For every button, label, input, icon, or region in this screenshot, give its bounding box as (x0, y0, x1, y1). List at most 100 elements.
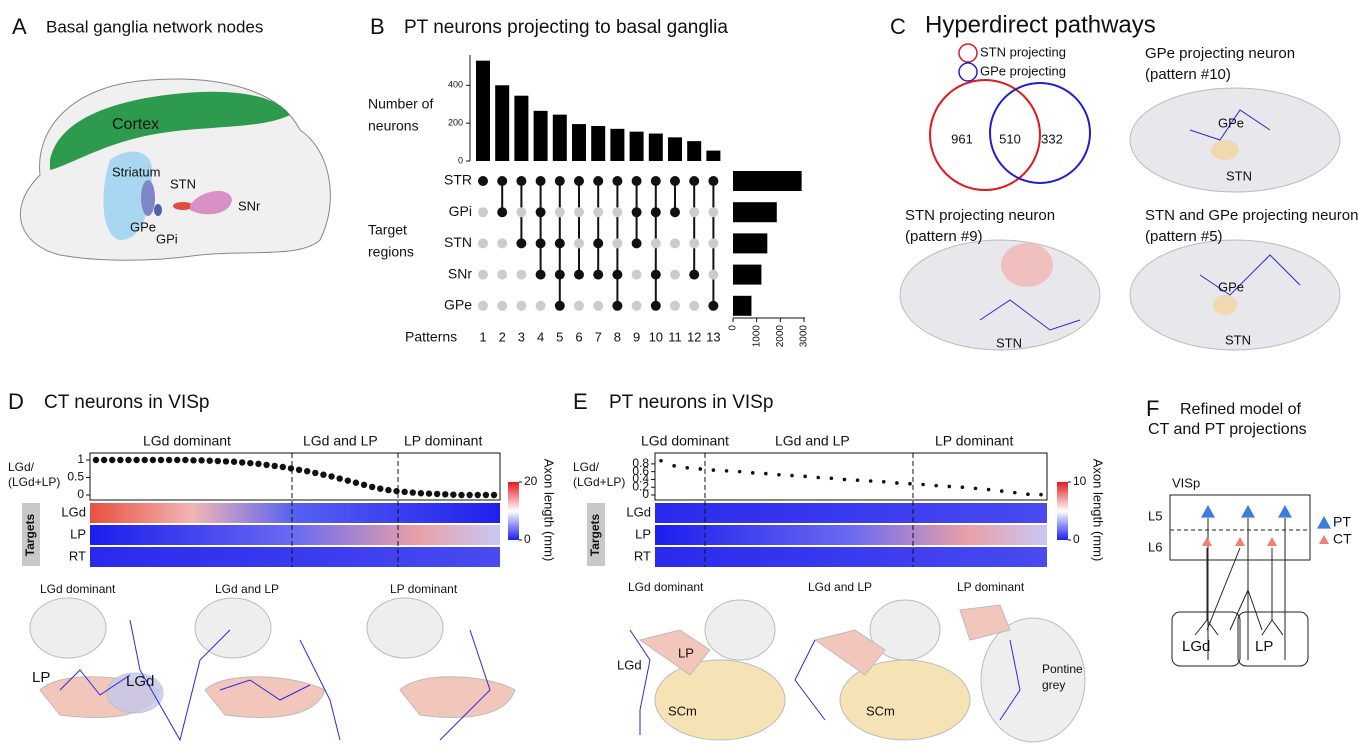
membership-dot (631, 238, 642, 249)
colorbar-tick-label: 20 (524, 474, 538, 488)
colorbar-label: Axon length (mm) (542, 459, 557, 562)
membership-dot (612, 176, 623, 186)
ratio-point (198, 457, 205, 464)
membership-dot (708, 176, 719, 186)
ratio-point (287, 465, 295, 472)
ratio-point (271, 462, 278, 470)
membership-dot (650, 300, 661, 311)
legend-label: CT (1333, 531, 1352, 547)
colorbar (508, 482, 519, 540)
ratio-point (157, 456, 165, 464)
axis-label: LGd/ (573, 460, 600, 474)
y-tick-label: 0.4 (632, 472, 649, 486)
membership-dot (593, 207, 604, 218)
bar (687, 141, 702, 161)
ratio-point (466, 491, 473, 499)
ratio-point (117, 456, 124, 464)
membership-dot (574, 238, 584, 249)
panel-letter: F (1146, 396, 1159, 421)
axis-label: (LGd+LP) (573, 475, 625, 489)
bar (629, 131, 644, 161)
pattern-label: 6 (575, 329, 582, 344)
region-label: GPi (449, 203, 472, 219)
panel-letter: D (8, 389, 24, 414)
bar (648, 133, 663, 161)
membership-dot (689, 269, 700, 280)
brain-renderings-c (899, 87, 1341, 351)
membership-dot (516, 269, 527, 280)
ratio-point (790, 473, 794, 478)
membership-dot (708, 238, 719, 249)
membership-dot (612, 207, 623, 218)
ratio-point (842, 477, 847, 482)
ratio-point (672, 464, 676, 468)
region-label: STN (444, 234, 472, 250)
pattern-label: 5 (556, 329, 563, 344)
region-label: LP (678, 645, 694, 660)
heatmap-row (655, 525, 1047, 545)
ratio-point (377, 485, 384, 492)
membership-dot (708, 300, 719, 311)
membership-dot (478, 269, 488, 280)
region-label: GPe (1218, 279, 1244, 294)
membership-dot (574, 269, 584, 280)
panel-title: PT neurons projecting to basal ganglia (404, 17, 728, 38)
ratio-point (174, 456, 181, 464)
membership-dot (478, 176, 488, 186)
pattern-label: 10 (649, 329, 663, 344)
y-tick-label: 0.5 (67, 470, 84, 484)
region-label: LP (32, 669, 50, 686)
colorbar-tick-label: 0 (1073, 532, 1080, 546)
ratio-point (279, 463, 287, 471)
membership-dot (497, 207, 508, 218)
ratio-point (425, 490, 433, 497)
subpanel-title: (pattern #9) (905, 228, 983, 245)
region-label: Striatum (112, 164, 160, 179)
bar (733, 233, 768, 254)
group-label: LGd and LP (303, 433, 378, 449)
panel-title: Hyperdirect pathways (925, 11, 1156, 38)
panel-title: CT neurons in VISp (44, 392, 209, 413)
bar (495, 85, 510, 161)
x-tick-label: 2000 (775, 325, 786, 348)
ratio-point (711, 468, 716, 472)
bar (552, 114, 567, 161)
bar (733, 295, 752, 316)
brain-sketch-a (19, 78, 331, 261)
heatmap-row (655, 503, 1047, 523)
example-label: LGd and LP (808, 580, 872, 594)
membership-dot (478, 300, 488, 311)
venn-count: 961 (951, 131, 973, 146)
ratio-point (133, 456, 140, 464)
venn-count: 510 (999, 131, 1021, 146)
ratio-point (417, 490, 425, 497)
group-label: LP dominant (404, 433, 482, 449)
membership-dot (535, 176, 546, 186)
neuron-marker (1241, 505, 1255, 518)
subpanel-title: (pattern #10) (1145, 66, 1231, 83)
subpanel-title: (pattern #5) (1145, 228, 1223, 245)
membership-dot (516, 238, 527, 249)
ratio-point (947, 484, 952, 489)
brain-renderings-de (29, 597, 1086, 743)
row-label: RT (69, 548, 86, 563)
region-label: GPe (1218, 115, 1244, 130)
membership-dot (708, 207, 719, 218)
legend-marker (958, 43, 978, 63)
ratio-point (777, 472, 781, 477)
ratio-point (659, 458, 663, 463)
region-label: STN (996, 335, 1022, 350)
bar (533, 110, 548, 161)
pattern-label: 7 (595, 329, 602, 344)
example-label: LP dominant (957, 580, 1025, 594)
ratio-point (1039, 492, 1043, 497)
ratio-point (750, 471, 755, 475)
ratio-point (960, 485, 965, 490)
axis-label: regions (368, 244, 414, 260)
subpanel-title: GPe projecting neuron (1145, 45, 1295, 62)
group-label: LGd and LP (775, 433, 850, 449)
ratio-point (474, 491, 481, 499)
pattern-label: 8 (614, 329, 621, 344)
colorbar-tick-label: 10 (1073, 474, 1087, 488)
